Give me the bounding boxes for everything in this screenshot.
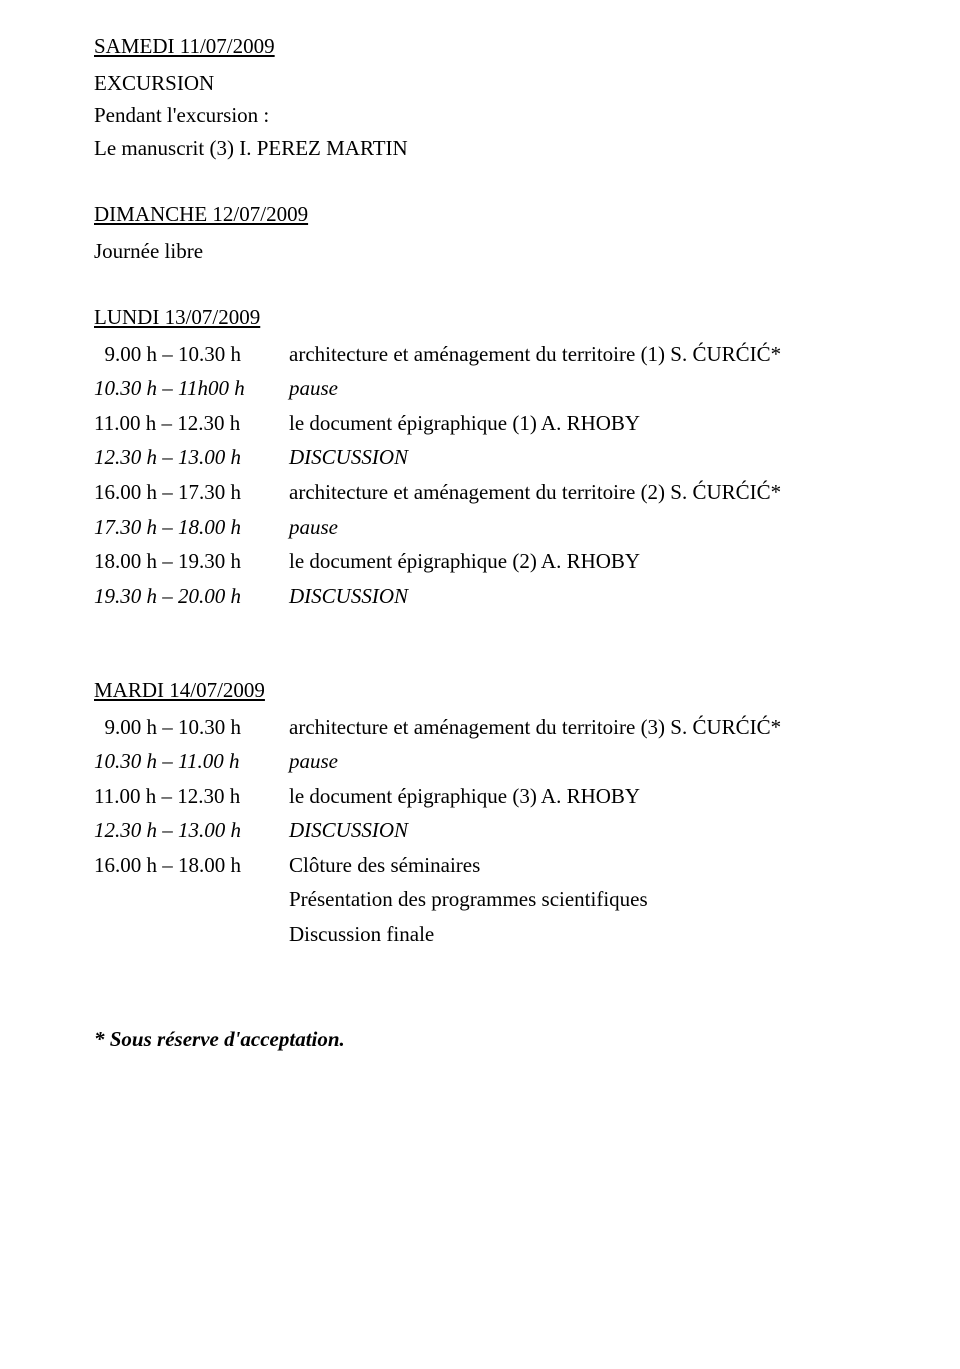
schedule-desc: Clôture des séminaires [289,849,866,882]
schedule-row: 18.00 h – 19.30 hle document épigraphiqu… [94,545,866,578]
date-heading-lundi: LUNDI 13/07/2009 [94,301,866,334]
schedule-time: 18.00 h – 19.30 h [94,545,289,578]
schedule-row: 16.00 h – 18.00 hClôture des séminaires [94,849,866,882]
schedule-desc: le document épigraphique (2) A. RHOBY [289,545,866,578]
date-text: DIMANCHE 12/07/2009 [94,202,308,226]
schedule-desc: DISCUSSION [289,441,866,474]
schedule-time: 10.30 h – 11h00 h [94,372,289,405]
schedule-time: 9.00 h – 10.30 h [94,711,289,744]
spacer [94,985,866,1023]
schedule-row: 16.00 h – 17.30 harchitecture et aménage… [94,476,866,509]
section-samedi: SAMEDI 11/07/2009 EXCURSION Pendant l'ex… [94,30,866,164]
schedule-desc: DISCUSSION [289,580,866,613]
schedule-time: 11.00 h – 12.30 h [94,407,289,440]
schedule-desc: DISCUSSION [289,814,866,847]
schedule-row: 12.30 h – 13.00 hDISCUSSION [94,441,866,474]
schedule-desc: architecture et aménagement du territoir… [289,476,866,509]
samedi-line-2: Pendant l'excursion : [94,99,866,132]
schedule-time: 9.00 h – 10.30 h [94,338,289,371]
schedule-time: 12.30 h – 13.00 h [94,814,289,847]
schedule-desc: architecture et aménagement du territoir… [289,338,866,371]
schedule-time: 16.00 h – 18.00 h [94,849,289,882]
section-lundi: LUNDI 13/07/2009 9.00 h – 10.30 harchite… [94,301,866,612]
schedule-time: 16.00 h – 17.30 h [94,476,289,509]
date-heading-dimanche: DIMANCHE 12/07/2009 [94,198,866,231]
schedule-time: 10.30 h – 11.00 h [94,745,289,778]
schedule-row: 9.00 h – 10.30 harchitecture et aménagem… [94,711,866,744]
schedule-row: 11.00 h – 12.30 hle document épigraphiqu… [94,407,866,440]
date-text: MARDI 14/07/2009 [94,678,265,702]
schedule-desc: architecture et aménagement du territoir… [289,711,866,744]
schedule-desc: pause [289,372,866,405]
schedule-row: Discussion finale [94,918,866,951]
schedule-desc: pause [289,745,866,778]
spacer [94,646,866,674]
schedule-time: 17.30 h – 18.00 h [94,511,289,544]
schedule-desc: Discussion finale [289,918,866,951]
schedule-desc: le document épigraphique (1) A. RHOBY [289,407,866,440]
samedi-line-3: Le manuscrit (3) I. PEREZ MARTIN [94,132,866,165]
samedi-line-1: EXCURSION [94,67,866,100]
schedule-row: Présentation des programmes scientifique… [94,883,866,916]
schedule-time [94,918,289,951]
footnote: * Sous réserve d'acceptation. [94,1023,866,1056]
date-heading-samedi: SAMEDI 11/07/2009 [94,30,866,63]
section-mardi: MARDI 14/07/2009 9.00 h – 10.30 harchite… [94,674,866,950]
mardi-schedule: 9.00 h – 10.30 harchitecture et aménagem… [94,711,866,951]
schedule-time: 12.30 h – 13.00 h [94,441,289,474]
schedule-row: 10.30 h – 11.00 hpause [94,745,866,778]
schedule-time: 11.00 h – 12.30 h [94,780,289,813]
date-text: LUNDI 13/07/2009 [94,305,260,329]
date-text: SAMEDI 11/07/2009 [94,34,275,58]
lundi-schedule: 9.00 h – 10.30 harchitecture et aménagem… [94,338,866,612]
schedule-row: 19.30 h – 20.00 hDISCUSSION [94,580,866,613]
schedule-row: 12.30 h – 13.00 hDISCUSSION [94,814,866,847]
schedule-desc: le document épigraphique (3) A. RHOBY [289,780,866,813]
schedule-time [94,883,289,916]
date-heading-mardi: MARDI 14/07/2009 [94,674,866,707]
dimanche-line-1: Journée libre [94,235,866,268]
schedule-row: 11.00 h – 12.30 hle document épigraphiqu… [94,780,866,813]
schedule-row: 10.30 h – 11h00 hpause [94,372,866,405]
schedule-desc: Présentation des programmes scientifique… [289,883,866,916]
schedule-desc: pause [289,511,866,544]
schedule-row: 9.00 h – 10.30 harchitecture et aménagem… [94,338,866,371]
schedule-row: 17.30 h – 18.00 hpause [94,511,866,544]
section-dimanche: DIMANCHE 12/07/2009 Journée libre [94,198,866,267]
schedule-time: 19.30 h – 20.00 h [94,580,289,613]
